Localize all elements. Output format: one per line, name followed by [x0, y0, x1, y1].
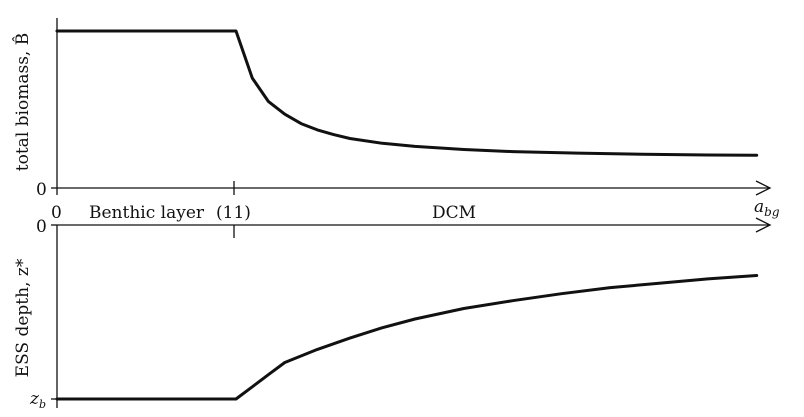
bottom-y-tick-label-zb-sub: b	[39, 398, 46, 411]
top-y-tick-label-zero: 0	[36, 180, 47, 200]
region-label-dcm: DCM	[432, 203, 476, 223]
x-label-strip: 0 Benthic layer (11) DCM abg	[51, 197, 780, 223]
bottom-y-tick-label-zero: 0	[36, 217, 47, 237]
region-label-benthic: Benthic layer	[89, 203, 205, 223]
x-axis-label: abg	[754, 197, 780, 219]
bottom-y-tick-label-zb: zb	[29, 389, 46, 411]
x-tick-label-boundary: (11)	[216, 203, 251, 223]
top-y-axis-label: total biomass, B̂	[13, 33, 33, 171]
bottom-y-tick-label-zb-main: z	[29, 389, 40, 409]
x-tick-label-zero: 0	[51, 203, 62, 223]
bottom-series-line	[55, 274, 759, 401]
top-panel: 0 total biomass, B̂	[13, 18, 772, 200]
bottom-x-axis-arrowhead	[755, 217, 772, 233]
x-axis-label-sub: bg	[764, 205, 780, 219]
top-x-axis-arrowhead	[755, 180, 772, 196]
top-series-line	[55, 29, 759, 157]
bottom-panel: 0 zb ESS depth, z*	[13, 217, 772, 411]
x-axis-label-main: a	[754, 197, 764, 217]
bottom-y-axis-label: ESS depth, z*	[13, 258, 33, 377]
